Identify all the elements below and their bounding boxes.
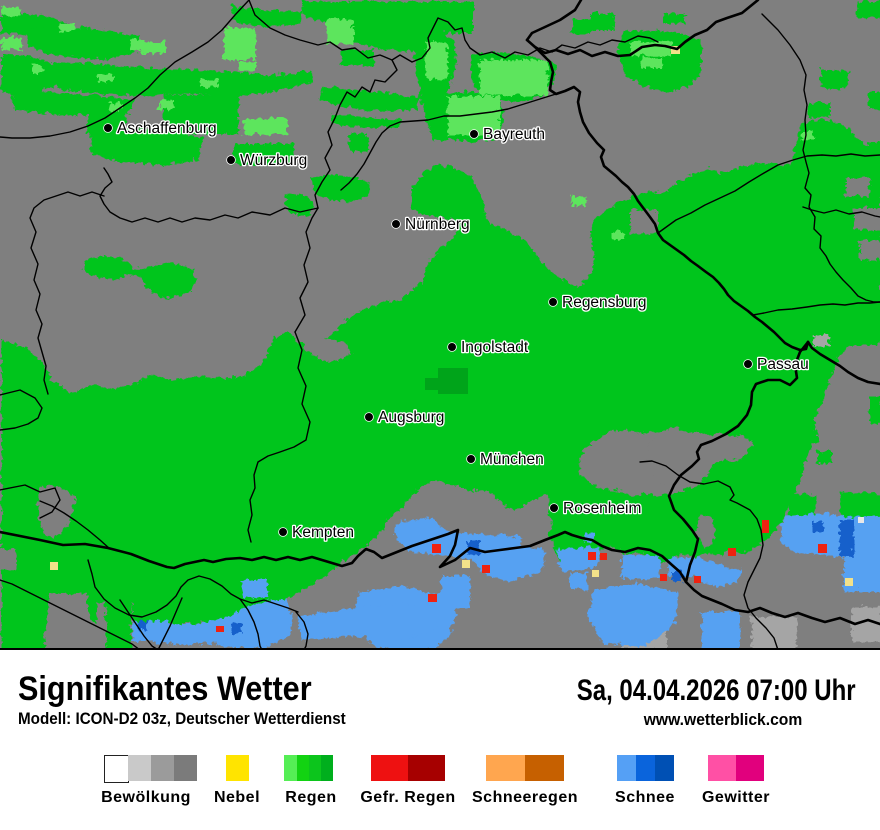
- svg-text:Kempten: Kempten: [292, 524, 354, 541]
- svg-text:Regensburg: Regensburg: [562, 294, 646, 311]
- svg-text:Aschaffenburg: Aschaffenburg: [117, 120, 217, 137]
- svg-text:Rosenheim: Rosenheim: [563, 500, 641, 517]
- svg-text:Würzburg: Würzburg: [240, 152, 307, 169]
- svg-text:Nürnberg: Nürnberg: [405, 216, 470, 233]
- svg-text:Passau: Passau: [757, 356, 809, 373]
- svg-text:Ingolstadt: Ingolstadt: [461, 339, 529, 356]
- svg-text:Bayreuth: Bayreuth: [483, 126, 545, 143]
- svg-text:Augsburg: Augsburg: [378, 409, 444, 426]
- svg-text:München: München: [480, 451, 544, 468]
